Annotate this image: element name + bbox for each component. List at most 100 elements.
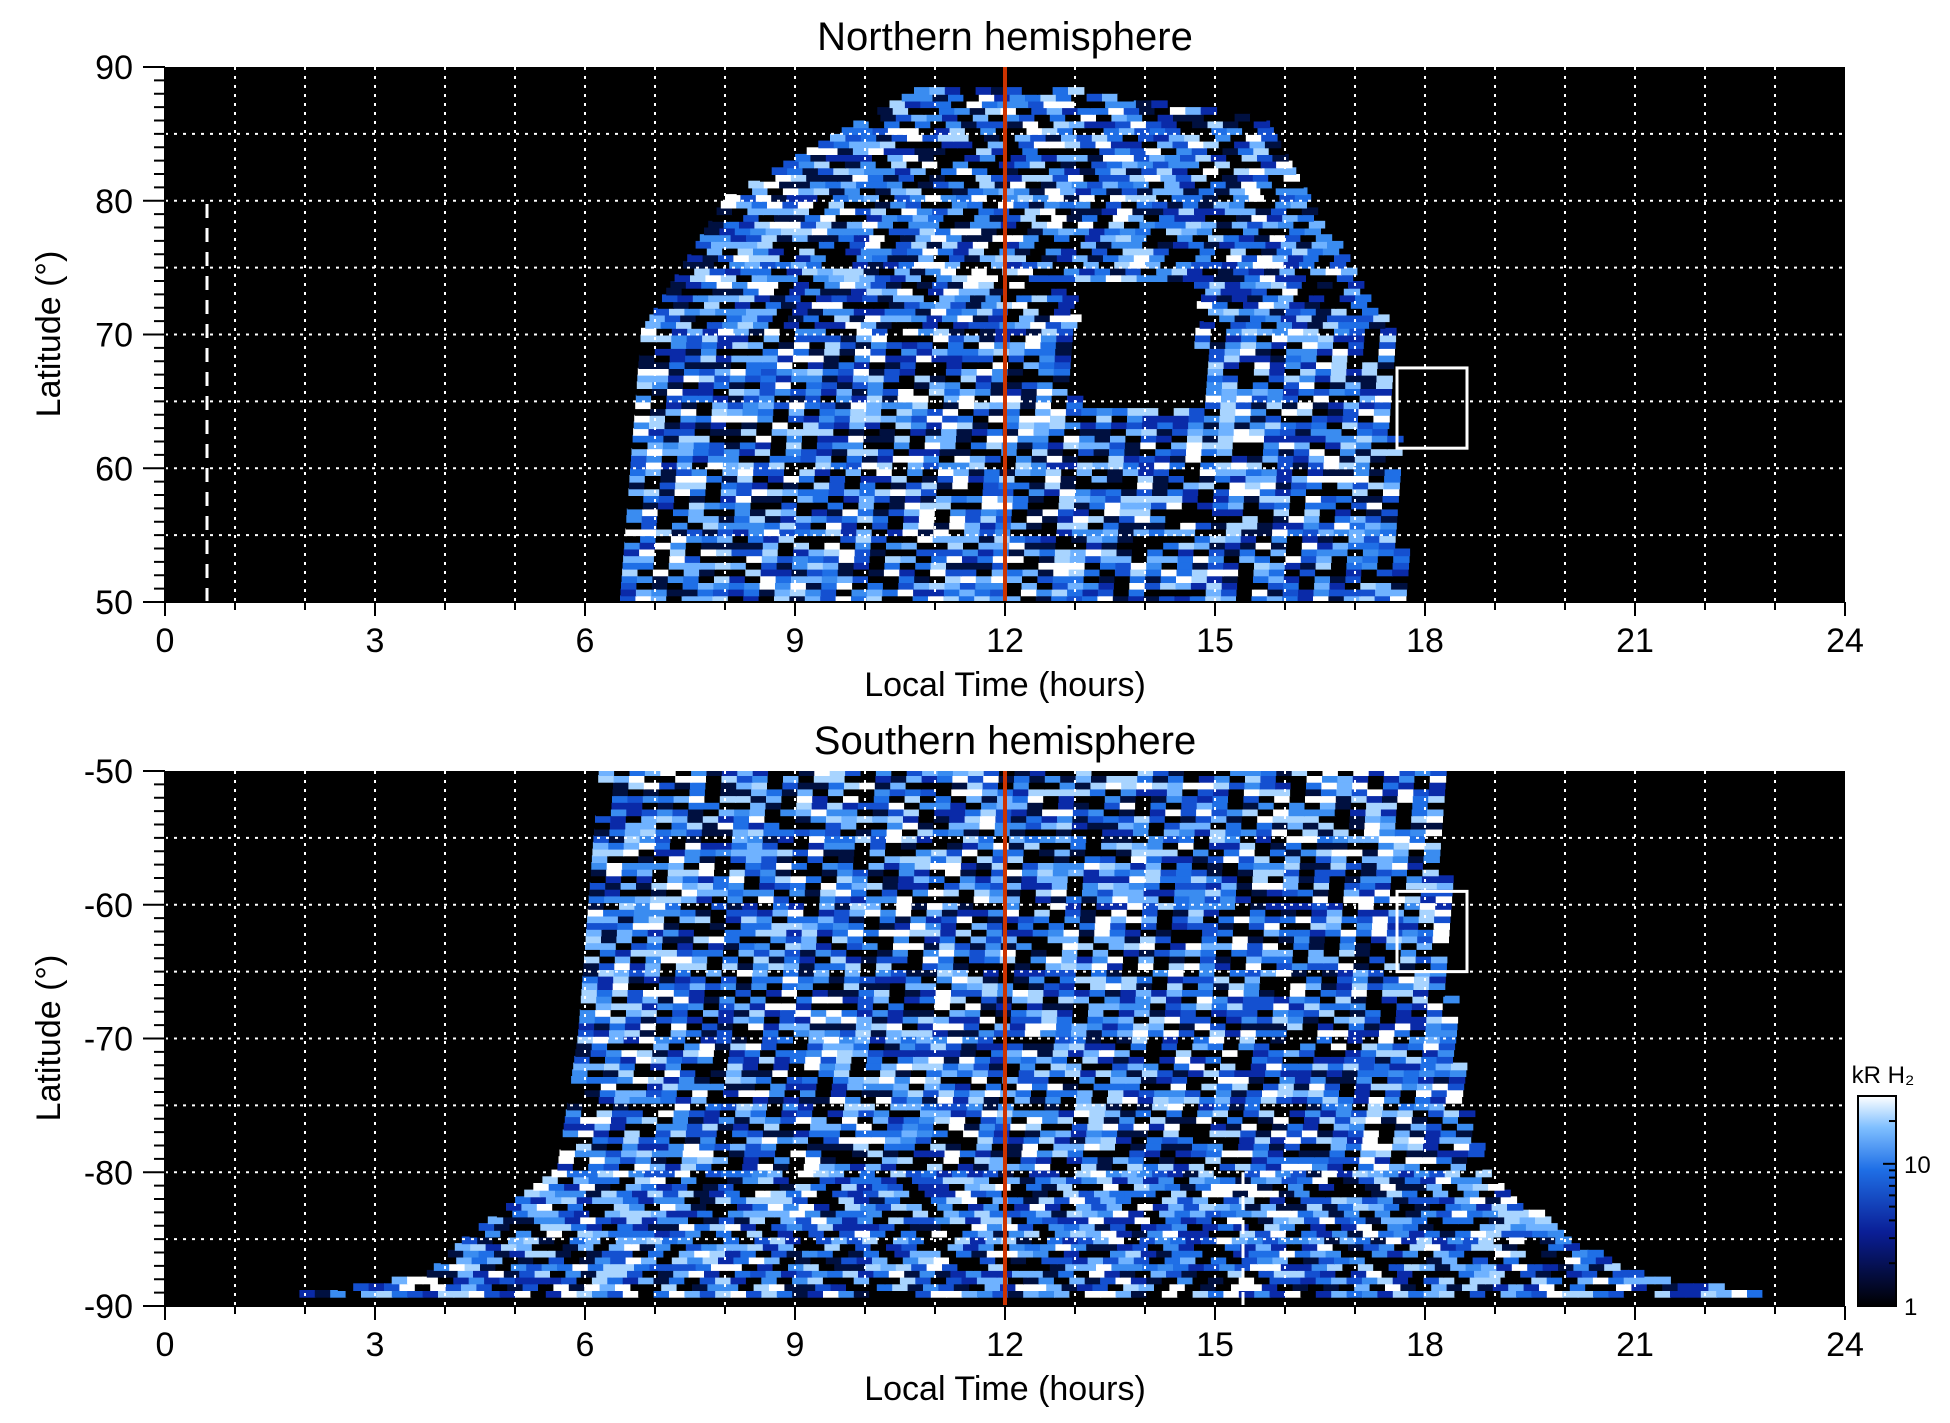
emission-cell: [776, 568, 793, 577]
emission-cell: [723, 294, 740, 303]
emission-cell: [1427, 1216, 1444, 1225]
emission-cell: [955, 441, 972, 450]
emission-cell: [798, 187, 815, 196]
emission-cell: [760, 568, 778, 577]
emission-cell: [1121, 274, 1138, 282]
emission-cell: [628, 1169, 645, 1178]
emission-cell: [781, 1269, 798, 1278]
emission-cell: [1303, 515, 1321, 523]
emission-cell: [899, 568, 916, 577]
emission-cell: [865, 408, 883, 416]
emission-cell: [1004, 401, 1022, 410]
emission-cell: [862, 448, 879, 456]
emission-cell: [1247, 454, 1264, 463]
emission-cell: [1075, 200, 1092, 209]
emission-cell: [752, 187, 769, 196]
emission-cell: [1155, 1189, 1172, 1198]
emission-cell: [1062, 220, 1079, 229]
emission-cell: [672, 521, 689, 530]
emission-cell: [993, 1229, 1010, 1238]
emission-cell: [817, 1223, 834, 1231]
emission-cell: [1025, 528, 1043, 537]
emission-cell: [1494, 1189, 1511, 1198]
emission-cell: [1051, 401, 1068, 410]
emission-cell: [1292, 321, 1309, 329]
emission-cell: [693, 1189, 710, 1198]
emission-cell: [1211, 515, 1228, 523]
emission-cell: [764, 1256, 781, 1265]
x-tick-label: 24: [1826, 622, 1864, 660]
emission-cell: [1127, 1176, 1144, 1184]
emission-cell: [854, 354, 871, 363]
emission-cell: [802, 167, 819, 175]
emission-cell: [1221, 394, 1238, 403]
emission-cell: [988, 408, 1006, 416]
emission-cell: [929, 260, 946, 269]
emission-cell: [636, 1149, 653, 1158]
emission-cell: [1013, 1169, 1030, 1178]
emission-cell: [746, 1136, 763, 1144]
emission-cell: [877, 1236, 894, 1245]
emission-cell: [850, 401, 868, 410]
emission-cell: [803, 421, 820, 430]
emission-cell: [957, 314, 974, 323]
emission-cell: [1600, 1283, 1617, 1291]
emission-cell: [648, 428, 665, 436]
emission-cell: [593, 1243, 610, 1251]
emission-cell: [976, 374, 993, 383]
emission-cell: [929, 581, 946, 590]
emission-cell: [824, 207, 841, 216]
emission-cell: [1216, 1236, 1233, 1245]
emission-cell: [783, 247, 801, 256]
emission-cell: [1402, 1189, 1419, 1198]
emission-cell: [1165, 127, 1182, 135]
emission-cell: [776, 307, 794, 316]
emission-cell: [1376, 1142, 1394, 1151]
emission-cell: [1101, 1229, 1118, 1238]
emission-cell: [1039, 354, 1056, 363]
emission-cell: [940, 441, 957, 450]
emission-cell: [849, 140, 866, 149]
emission-cell: [1351, 501, 1368, 510]
emission-cell: [1044, 274, 1061, 282]
emission-cell: [1271, 180, 1289, 189]
emission-cell: [810, 1256, 827, 1265]
emission-cell: [1299, 1142, 1317, 1151]
emission-cell: [1301, 207, 1319, 216]
emission-cell: [922, 133, 939, 142]
emission-cell: [1291, 187, 1308, 196]
emission-cell: [1546, 1290, 1564, 1298]
emission-cell: [866, 588, 884, 597]
emission-cell: [1028, 488, 1046, 496]
emission-cell: [795, 1216, 813, 1225]
emission-cell: [1131, 1290, 1148, 1298]
emission-cell: [1255, 1243, 1272, 1251]
emission-cell: [1212, 227, 1229, 236]
emission-cell: [1342, 1162, 1360, 1171]
emission-cell: [757, 414, 774, 423]
emission-cell: [975, 581, 992, 590]
emission-cell: [768, 468, 785, 476]
emission-cell: [716, 1243, 733, 1251]
emission-cell: [1028, 274, 1046, 282]
emission-cell: [794, 334, 811, 343]
emission-cell: [1028, 1169, 1046, 1178]
emission-cell: [1144, 1149, 1162, 1158]
emission-cell: [527, 1209, 545, 1218]
emission-cell: [1079, 194, 1096, 202]
emission-cell: [518, 1216, 535, 1225]
emission-cell: [1087, 180, 1104, 189]
emission-cell: [1188, 421, 1205, 430]
emission-cell: [729, 568, 747, 577]
emission-cell: [1371, 434, 1389, 443]
emission-cell: [1164, 254, 1181, 262]
emission-cell: [979, 528, 996, 537]
emission-cell: [1130, 147, 1147, 155]
emission-cell: [578, 1129, 595, 1138]
emission-cell: [954, 294, 971, 303]
emission-cell: [1051, 588, 1069, 597]
emission-cell: [1105, 488, 1123, 496]
emission-cell: [1018, 421, 1036, 430]
emission-cell: [534, 1216, 551, 1225]
emission-cell: [807, 1142, 824, 1151]
